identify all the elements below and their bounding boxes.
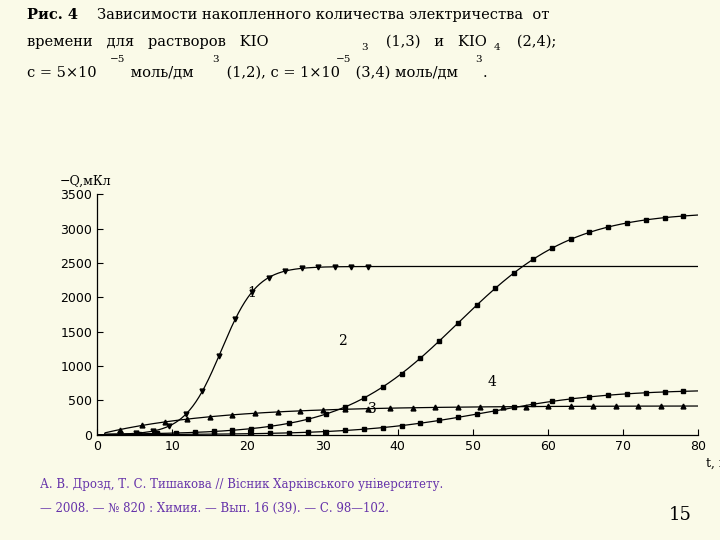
Text: 3: 3 [368, 402, 377, 416]
Text: −5: −5 [336, 55, 351, 64]
Text: (1,2), c = 1×10: (1,2), c = 1×10 [222, 66, 340, 80]
Text: — 2008. — № 820 : Химия. — Вып. 16 (39). — С. 98—102.: — 2008. — № 820 : Химия. — Вып. 16 (39).… [40, 502, 389, 515]
Text: 1: 1 [248, 286, 256, 300]
Text: .: . [482, 66, 487, 80]
Text: А. В. Дрозд, Т. С. Тишакова // Вісник Харківського університету.: А. В. Дрозд, Т. С. Тишакова // Вісник Ха… [40, 478, 443, 491]
Text: (1,3)   и   KIO: (1,3) и KIO [372, 35, 487, 49]
Text: (3,4) моль/дм: (3,4) моль/дм [351, 66, 458, 80]
Text: времени   для   растворов   KIO: времени для растворов KIO [27, 35, 269, 49]
Text: (2,4);: (2,4); [503, 35, 556, 49]
Text: Рис. 4: Рис. 4 [27, 8, 78, 22]
Text: c = 5×10: c = 5×10 [27, 66, 97, 80]
Text: −Q,мКл: −Q,мКл [60, 174, 112, 187]
Text: t, мин: t, мин [706, 457, 720, 470]
Text: 4: 4 [488, 375, 497, 389]
Text: 3: 3 [361, 43, 368, 52]
Text: 4: 4 [493, 43, 500, 52]
Text: 3: 3 [475, 55, 482, 64]
Text: 3: 3 [212, 55, 219, 64]
Text: −5: −5 [109, 55, 125, 64]
Text: Зависимости накопленного количества электричества  от: Зависимости накопленного количества элек… [97, 8, 549, 22]
Text: моль/дм: моль/дм [126, 66, 194, 80]
Text: 15: 15 [668, 506, 691, 524]
Text: 2: 2 [338, 334, 346, 348]
